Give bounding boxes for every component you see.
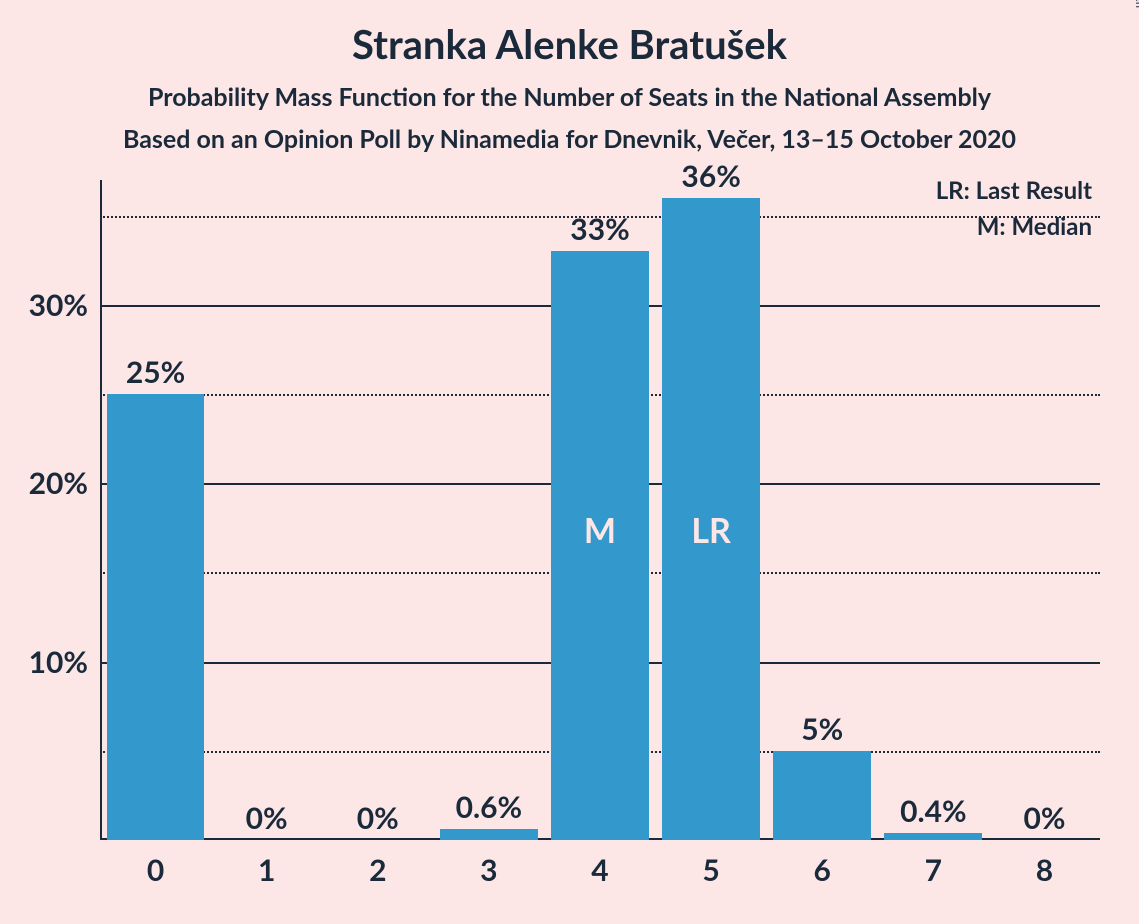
chart-canvas: Stranka Alenke Bratušek Probability Mass… bbox=[0, 0, 1139, 924]
bar-value-label: 5% bbox=[801, 711, 843, 747]
bar-value-label: 33% bbox=[570, 211, 629, 247]
x-tick-label: 2 bbox=[369, 852, 386, 888]
bar-inner-label: LR bbox=[691, 510, 731, 551]
x-tick-label: 7 bbox=[925, 852, 942, 888]
chart-subtitle-2: Based on an Opinion Poll by Ninamedia fo… bbox=[0, 124, 1139, 154]
chart-title: Stranka Alenke Bratušek bbox=[0, 20, 1139, 68]
bar-value-label: 25% bbox=[126, 354, 185, 390]
chart-subtitle-1: Probability Mass Function for the Number… bbox=[0, 82, 1139, 112]
bar-value-label: 0.4% bbox=[900, 793, 967, 829]
bar bbox=[884, 833, 982, 840]
bar-inner-label: M bbox=[584, 510, 616, 551]
copyright-note: © 2020 Filip van Laenen bbox=[1133, 0, 1139, 8]
bar-value-label: 0% bbox=[357, 800, 399, 836]
bar bbox=[773, 751, 871, 840]
bar-value-label: 0% bbox=[1023, 800, 1065, 836]
x-tick-label: 8 bbox=[1036, 852, 1053, 888]
bar bbox=[107, 394, 205, 840]
x-tick-label: 5 bbox=[702, 852, 719, 888]
x-tick-label: 4 bbox=[591, 852, 608, 888]
legend-lr: LR: Last Result bbox=[936, 176, 1092, 205]
bar-value-label: 0% bbox=[246, 800, 288, 836]
y-tick-label: 30% bbox=[29, 287, 88, 323]
x-tick-label: 6 bbox=[814, 852, 831, 888]
bar bbox=[440, 829, 538, 840]
x-tick-label: 0 bbox=[147, 852, 164, 888]
plot-area: LR: Last Result M: Median 10%20%30%25%00… bbox=[100, 180, 1100, 840]
x-tick-label: 1 bbox=[258, 852, 275, 888]
y-tick-label: 10% bbox=[29, 644, 88, 680]
bar-value-label: 0.6% bbox=[456, 789, 523, 825]
bar-value-label: 36% bbox=[681, 158, 740, 194]
y-tick-label: 20% bbox=[29, 465, 88, 501]
x-tick-label: 3 bbox=[480, 852, 497, 888]
